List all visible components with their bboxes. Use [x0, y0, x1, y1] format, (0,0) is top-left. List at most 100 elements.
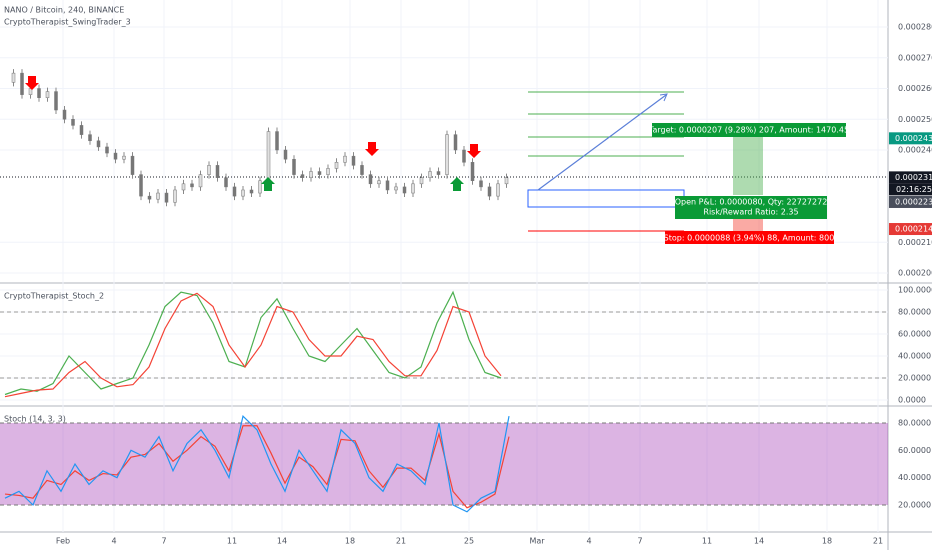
- arrow-head: [659, 93, 668, 102]
- pane-title: CryptoTherapist_Stoch_2: [4, 292, 104, 301]
- candle: [45, 91, 50, 98]
- price-tag-bg: [889, 132, 932, 145]
- candle: [309, 171, 313, 178]
- candle: [462, 149, 466, 163]
- stoch-fast-line: [4, 290, 502, 396]
- time-tick-label: 21: [396, 537, 406, 546]
- time-tick-label: Mar: [529, 537, 545, 546]
- candle: [20, 72, 24, 95]
- stoch2-tick-label: 80.0000: [898, 308, 931, 317]
- price-tag: 0.0002231: [889, 195, 932, 208]
- pnl-label: Open P&L: 0.0000080, Qty: 22727272: [675, 198, 828, 207]
- candle: [71, 119, 75, 126]
- candle: [258, 180, 262, 194]
- candle: [113, 152, 118, 160]
- price-tag-bg: [889, 223, 932, 236]
- time-tick-label: Feb: [56, 537, 70, 546]
- pane-title: Stoch (14, 3, 3): [4, 415, 66, 424]
- buy-signal: [450, 177, 464, 191]
- candle: [164, 192, 169, 203]
- pnl-label-bg: [675, 196, 827, 219]
- time-tick-label: 7: [637, 537, 642, 546]
- candle: [487, 186, 492, 197]
- price-tag: 0.0002143: [889, 223, 932, 236]
- candle: [207, 165, 211, 175]
- candle: [368, 174, 373, 185]
- candle: [88, 134, 92, 142]
- candle: [428, 171, 432, 178]
- candle: [360, 165, 364, 175]
- candle: [275, 131, 279, 151]
- candle: [266, 131, 271, 182]
- candle: [62, 109, 67, 120]
- candle: [436, 171, 441, 175]
- candle: [173, 189, 177, 203]
- candle: [334, 162, 339, 169]
- stoch-k-line: [4, 414, 510, 513]
- price-tick-label: 0.0002700: [898, 53, 932, 62]
- grid: [0, 0, 888, 532]
- candle: [343, 155, 347, 163]
- time-tick-label: 18: [345, 537, 355, 546]
- candle: [470, 162, 475, 182]
- candle: [241, 189, 245, 197]
- candle: [215, 165, 220, 178]
- candle: [122, 155, 126, 160]
- candle: [300, 174, 305, 178]
- price-tick-label: 0.0002600: [898, 84, 932, 93]
- candle: [504, 177, 509, 185]
- candle: [37, 88, 41, 98]
- price-tick-label: 0.0002500: [898, 115, 932, 124]
- sell-signal: [25, 76, 39, 90]
- candle: [453, 134, 458, 151]
- sell-signal: [365, 142, 379, 156]
- candle: [105, 146, 109, 154]
- symbol-title: NANO / Bitcoin, 240, BINANCE: [4, 6, 124, 15]
- candle: [156, 192, 160, 200]
- candle: [54, 91, 58, 111]
- candle: [232, 186, 237, 197]
- sell-signal: [467, 144, 481, 158]
- time-tick-label: 11: [702, 537, 712, 546]
- candle: [283, 149, 288, 160]
- buy-signal: [261, 177, 275, 191]
- price-tag-label: 0.0002143: [895, 225, 932, 234]
- candle: [147, 195, 152, 200]
- countdown: 02:16:25: [896, 185, 932, 194]
- time-tick-label: 21: [873, 537, 883, 546]
- stoch-tick-label: 20.0000: [898, 501, 931, 510]
- time-tick-label: 14: [754, 537, 764, 546]
- target-label: Target: 0.0000207 (9.28%) 207, Amount: 1…: [648, 126, 849, 135]
- candle: [96, 140, 101, 148]
- candle: [394, 186, 398, 191]
- plot-bg: [0, 0, 888, 550]
- projection-arrow: [537, 94, 667, 191]
- candle: [249, 189, 254, 194]
- candle: [385, 180, 390, 191]
- candle: [419, 177, 424, 185]
- countdown-bg: [889, 183, 932, 196]
- marks: [4, 69, 510, 513]
- price-tick-label: 0.0002400: [898, 146, 932, 155]
- price-tag: 0.0002438: [889, 132, 932, 145]
- target-label-bg: [652, 123, 846, 137]
- candle: [411, 183, 415, 194]
- signals: [25, 76, 481, 191]
- stoch-d-line: [4, 425, 510, 509]
- stoch-tick-label: 80.0000: [898, 419, 931, 428]
- profit-zone: [733, 137, 763, 195]
- candle: [402, 186, 407, 194]
- candle: [190, 183, 194, 188]
- candle: [377, 180, 381, 185]
- stoch2-tick-label: 20.0000: [898, 374, 931, 383]
- stoch2-tick-label: 0.0000: [898, 396, 926, 405]
- candle: [351, 155, 356, 166]
- price-tag-label: 0.0002231: [895, 197, 932, 206]
- time-tick-label: 11: [227, 537, 237, 546]
- stoch2-tick-label: 60.0000: [898, 330, 931, 339]
- price-axis: 0.0002800 0.0002700 0.0002600 0.0002500 0.00…: [56, 23, 932, 546]
- stoch2-tick-label: 40.0000: [898, 352, 931, 361]
- indicator-title: CryptoTherapist_SwingTrader_3: [4, 18, 131, 27]
